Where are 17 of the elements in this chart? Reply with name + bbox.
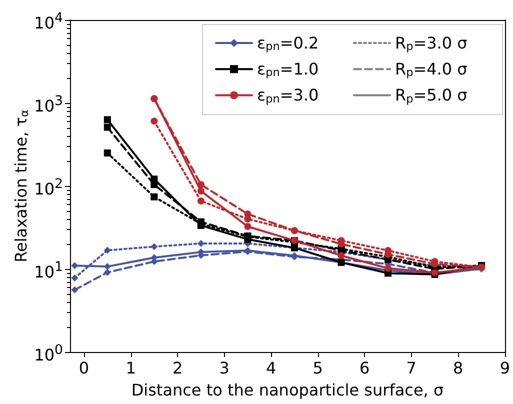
y-tick-label: 10$^{4}$ [34,10,63,34]
y-axis-title: Relaxation time, τα [11,110,31,262]
y-tick-label: 10$^{0}$ [34,342,63,366]
x-tick-label: 7 [406,358,416,378]
x-tick-label: 9 [500,358,510,378]
x-tick-label: 4 [266,358,276,378]
y-tick-label: 10$^{2}$ [34,176,63,200]
x-tick-label: 5 [312,358,323,378]
x-tick-label: 3 [219,358,230,378]
x-tick-label: 2 [172,358,183,378]
y-tick-label: 10$^{1}$ [34,259,63,282]
x-tick-label: 8 [453,358,464,378]
x-tick-label: 1 [126,358,136,378]
y-tick-label: 10$^{3}$ [34,93,63,116]
x-tick-label: 6 [360,358,370,378]
x-axis-title: Distance to the nanoparticle surface, σ [131,380,444,400]
x-tick-label: 0 [78,358,90,378]
